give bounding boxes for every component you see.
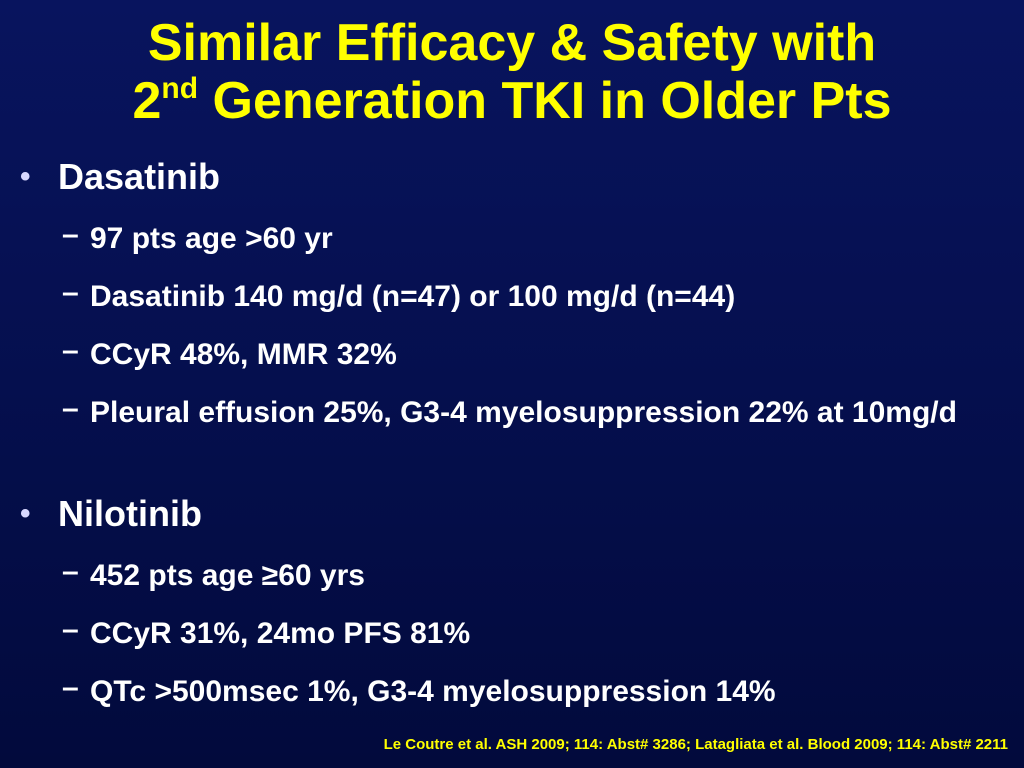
dash-icon: –	[62, 218, 79, 251]
reference-citation: Le Coutre et al. ASH 2009; 114: Abst# 32…	[383, 736, 1008, 753]
sub-bullet-text: 452 pts age ≥60 yrs	[90, 559, 365, 592]
title-line-2-text: Generation TKI in Older Pts	[198, 72, 892, 130]
title-line-2-number: 2	[132, 72, 162, 130]
bullet-heading: Dasatinib	[58, 156, 221, 197]
sub-bullet-text: Pleural effusion 25%, G3-4 myelosuppress…	[90, 396, 957, 429]
bullet-heading: Nilotinib	[58, 493, 202, 534]
sub-bullet: – CCyR 31%, 24mo PFS 81%	[62, 611, 1002, 657]
sub-bullet: – CCyR 48%, MMR 32%	[62, 332, 1002, 378]
dash-icon: –	[62, 555, 79, 588]
sub-bullet: – Dasatinib 140 mg/d (n=47) or 100 mg/d …	[62, 274, 1002, 320]
sub-bullet-text: QTc >500msec 1%, G3-4 myelosuppression 1…	[90, 675, 776, 708]
title-line-1: Similar Efficacy & Safety with	[147, 14, 877, 72]
bullet-icon: •	[20, 160, 31, 193]
sub-bullet-text: Dasatinib 140 mg/d (n=47) or 100 mg/d (n…	[90, 280, 736, 313]
dash-icon: –	[62, 671, 79, 704]
dash-icon: –	[62, 392, 79, 425]
sub-bullet: – Pleural effusion 25%, G3-4 myelosuppre…	[62, 390, 962, 436]
sub-bullet-text: CCyR 48%, MMR 32%	[90, 338, 397, 371]
sub-bullet: – 97 pts age >60 yr	[62, 216, 1002, 262]
dash-icon: –	[62, 276, 79, 309]
dash-icon: –	[62, 334, 79, 367]
title-line-2: 2nd Generation TKI in Older Pts	[0, 72, 1024, 130]
sub-bullet-text: 97 pts age >60 yr	[90, 222, 333, 255]
bullet-icon: •	[20, 497, 31, 530]
sub-bullet: – 452 pts age ≥60 yrs	[62, 553, 1002, 599]
slide-title: Similar Efficacy & Safety with 2nd Gener…	[0, 14, 1024, 130]
sub-bullet-text: CCyR 31%, 24mo PFS 81%	[90, 617, 471, 650]
dash-icon: –	[62, 613, 79, 646]
sub-bullet: – QTc >500msec 1%, G3-4 myelosuppression…	[62, 669, 1002, 715]
title-line-2-superscript: nd	[161, 72, 199, 105]
